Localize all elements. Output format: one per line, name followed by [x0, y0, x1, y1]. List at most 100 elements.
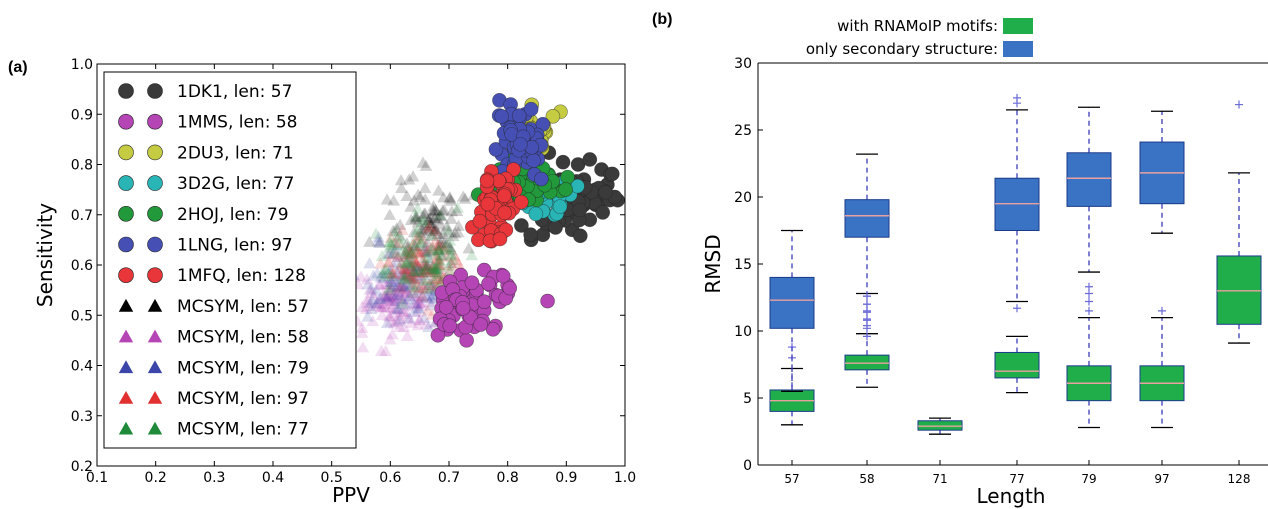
data-point: [409, 210, 422, 222]
data-point: [369, 227, 383, 239]
legend-marker: [147, 113, 163, 130]
data-point: [370, 297, 384, 309]
data-point: [415, 235, 429, 247]
data-point: [402, 173, 416, 185]
data-point: [405, 246, 418, 258]
y-tick-label: 0: [743, 458, 752, 474]
data-point: [405, 256, 419, 268]
data-point: [388, 225, 402, 237]
data-point: [426, 261, 439, 273]
data-point: [359, 302, 373, 314]
data-point: [397, 263, 410, 275]
box-rect: [769, 276, 815, 329]
flier: [1013, 304, 1021, 313]
data-point: [582, 152, 598, 167]
data-point: [431, 239, 445, 251]
data-point: [398, 298, 412, 310]
data-point: [433, 258, 446, 270]
data-point: [431, 252, 445, 265]
data-point: [371, 267, 384, 279]
legend-marker: [147, 144, 163, 161]
data-point: [382, 267, 395, 279]
data-point: [414, 291, 428, 304]
x-tick-label: 0.9: [555, 470, 577, 486]
data-point: [363, 235, 376, 247]
data-point: [381, 316, 394, 329]
data-point: [402, 270, 416, 282]
data-point: [432, 244, 446, 256]
data-point: [412, 231, 425, 244]
data-point: [414, 236, 427, 249]
data-point: [381, 283, 395, 296]
data-point: [426, 239, 439, 251]
data-point: [411, 202, 424, 214]
data-point: [364, 296, 378, 308]
data-point: [375, 308, 389, 321]
legend-b: with RNAMoIP motifs: only secondary struc…: [806, 17, 1033, 58]
data-point: [384, 315, 398, 327]
data-point: [398, 262, 411, 274]
data-point: [409, 240, 423, 252]
legend-box: [103, 71, 357, 449]
data-point: [392, 314, 406, 326]
data-point: [360, 273, 374, 285]
data-point: [419, 239, 432, 252]
data-point: [395, 277, 409, 289]
data-point: [387, 292, 401, 304]
data-point: [443, 240, 457, 252]
data-point: [375, 344, 388, 356]
data-point: [430, 249, 443, 261]
legend-marker: [147, 329, 163, 343]
data-point: [395, 181, 408, 193]
series-mcsym-len-58: [350, 270, 451, 357]
data-point: [411, 297, 425, 309]
data-point: [388, 270, 402, 282]
data-point: [405, 246, 419, 258]
data-point: [399, 283, 413, 295]
data-point: [436, 227, 450, 239]
legend-label: 1MMS, len: 58: [177, 113, 297, 133]
series-with-rnamoip-motifs: [769, 100, 1262, 435]
data-point: [407, 305, 421, 317]
data-point: [387, 278, 401, 291]
y-tick-label: 10: [734, 324, 752, 340]
data-point: [431, 267, 445, 279]
data-point: [399, 257, 413, 269]
data-point: [411, 188, 425, 200]
data-point: [395, 232, 408, 244]
data-point: [396, 292, 410, 304]
data-point: [424, 276, 437, 288]
data-point: [414, 263, 427, 275]
data-point: [402, 289, 416, 301]
data-point: [388, 273, 402, 285]
legend-marker: [147, 267, 163, 284]
data-point: [384, 275, 398, 287]
data-point: [492, 231, 508, 247]
data-point: [430, 262, 443, 274]
series-only-secondary-structure: [769, 93, 1185, 392]
data-point: [426, 259, 440, 271]
data-point: [373, 297, 387, 309]
data-point: [432, 272, 446, 284]
data-point: [401, 241, 415, 253]
data-point: [572, 228, 588, 244]
legend-marker: [147, 236, 163, 253]
data-point: [417, 214, 431, 226]
data-point: [415, 300, 428, 312]
data-point: [405, 272, 418, 285]
data-point: [384, 231, 398, 243]
data-point: [442, 318, 458, 334]
data-point: [412, 243, 425, 255]
data-point: [400, 237, 414, 249]
legend-label: 2DU3, len: 71: [177, 143, 294, 163]
y-tick-label: 25: [734, 123, 752, 139]
series-mcsym-len-57: [363, 156, 505, 294]
data-point: [435, 210, 448, 222]
data-point: [404, 262, 417, 274]
data-point: [406, 236, 419, 248]
data-point: [390, 222, 403, 234]
data-point: [426, 279, 440, 291]
data-point: [440, 251, 454, 263]
data-point: [445, 248, 458, 261]
data-point: [406, 259, 419, 271]
